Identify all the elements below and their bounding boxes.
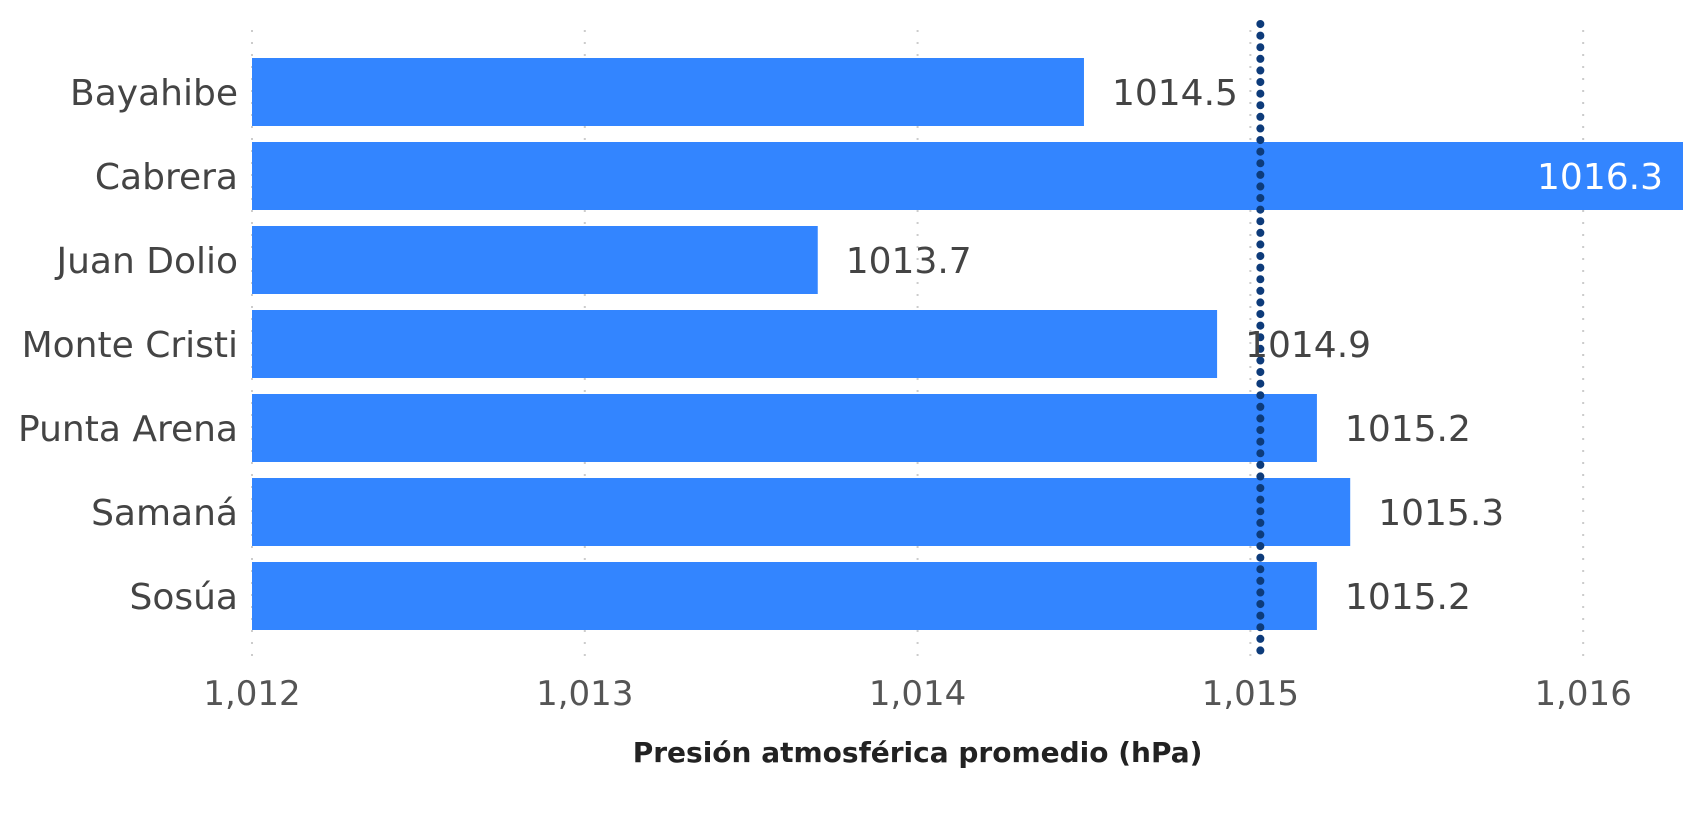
category-label-3: Monte Cristi: [22, 325, 238, 366]
category-labels: Bayahibe Cabrera Juan Dolio Monte Cristi Pun…: [18, 73, 238, 618]
x-tick-label-2: 1,014: [869, 674, 966, 714]
category-label-6: Sosúa: [129, 577, 238, 618]
bars: [252, 58, 1683, 630]
x-tick-label-1: 1,013: [536, 674, 633, 714]
category-label-5: Samaná: [91, 493, 238, 534]
x-tick-label-0: 1,012: [203, 674, 300, 714]
value-label-4: 1015.2: [1345, 409, 1471, 450]
value-label-2: 1013.7: [846, 241, 972, 282]
x-tick-label-4: 1,016: [1534, 674, 1631, 714]
category-label-0: Bayahibe: [70, 73, 238, 114]
bar-4: [252, 394, 1317, 462]
category-label-2: Juan Dolio: [54, 241, 238, 282]
x-tick-label-3: 1,015: [1202, 674, 1299, 714]
x-axis-title: Presión atmosférica promedio (hPa): [633, 736, 1203, 769]
bar-6: [252, 562, 1317, 630]
bar-3: [252, 310, 1217, 378]
category-label-1: Cabrera: [95, 157, 238, 198]
value-label-1: 1016.3: [1537, 157, 1663, 198]
value-label-0: 1014.5: [1112, 73, 1238, 114]
x-tick-labels: 1,012 1,013 1,014 1,015 1,016: [203, 674, 1632, 714]
value-label-5: 1015.3: [1378, 493, 1504, 534]
bar-0: [252, 58, 1084, 126]
value-label-6: 1015.2: [1345, 577, 1471, 618]
category-label-4: Punta Arena: [18, 409, 238, 450]
value-label-3: 1014.9: [1245, 325, 1371, 366]
bar-2: [252, 226, 818, 294]
bar-5: [252, 478, 1350, 546]
bar-1: [252, 142, 1683, 210]
